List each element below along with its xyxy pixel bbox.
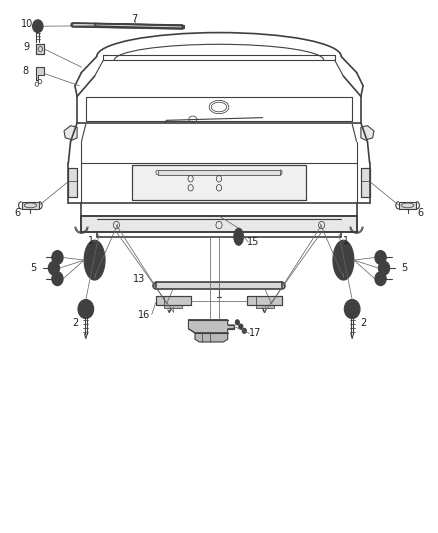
Circle shape: [242, 328, 247, 334]
Circle shape: [178, 26, 181, 29]
Polygon shape: [36, 44, 44, 54]
Circle shape: [78, 300, 94, 319]
Text: 2: 2: [360, 318, 366, 328]
Polygon shape: [95, 23, 184, 28]
Text: 17: 17: [249, 328, 261, 338]
Circle shape: [235, 320, 240, 325]
Polygon shape: [256, 305, 274, 308]
Polygon shape: [21, 201, 39, 209]
Text: 5: 5: [30, 263, 36, 273]
Polygon shape: [155, 296, 191, 305]
Text: 16: 16: [138, 310, 150, 320]
Text: 7: 7: [131, 14, 138, 25]
Text: 6: 6: [14, 208, 20, 219]
Polygon shape: [361, 126, 374, 140]
Polygon shape: [64, 126, 77, 140]
Ellipse shape: [234, 228, 244, 245]
Polygon shape: [158, 169, 280, 174]
Circle shape: [375, 251, 386, 264]
Circle shape: [48, 261, 60, 275]
Circle shape: [375, 272, 386, 286]
Text: 15: 15: [247, 237, 259, 247]
Polygon shape: [188, 320, 234, 333]
Polygon shape: [155, 282, 283, 289]
Ellipse shape: [333, 240, 354, 280]
Text: 5: 5: [402, 263, 408, 273]
Text: 8: 8: [22, 66, 28, 76]
Circle shape: [378, 261, 390, 275]
Polygon shape: [73, 23, 182, 29]
Circle shape: [52, 251, 63, 264]
Polygon shape: [81, 216, 357, 232]
Circle shape: [239, 324, 243, 329]
Text: 6: 6: [418, 208, 424, 219]
Polygon shape: [399, 201, 417, 209]
Text: 9: 9: [24, 42, 30, 52]
Text: 2: 2: [72, 318, 78, 328]
Polygon shape: [195, 333, 228, 342]
Text: 1: 1: [343, 236, 350, 246]
Polygon shape: [164, 305, 182, 308]
Polygon shape: [132, 165, 306, 200]
Polygon shape: [35, 67, 44, 80]
Text: 13: 13: [134, 274, 146, 284]
Text: 10: 10: [21, 19, 33, 29]
Text: 1: 1: [88, 236, 95, 246]
Polygon shape: [361, 168, 370, 197]
Circle shape: [344, 300, 360, 319]
Ellipse shape: [84, 240, 105, 280]
Polygon shape: [247, 296, 283, 305]
Circle shape: [52, 272, 63, 286]
Circle shape: [98, 25, 100, 28]
Circle shape: [32, 20, 43, 33]
Polygon shape: [68, 168, 77, 197]
